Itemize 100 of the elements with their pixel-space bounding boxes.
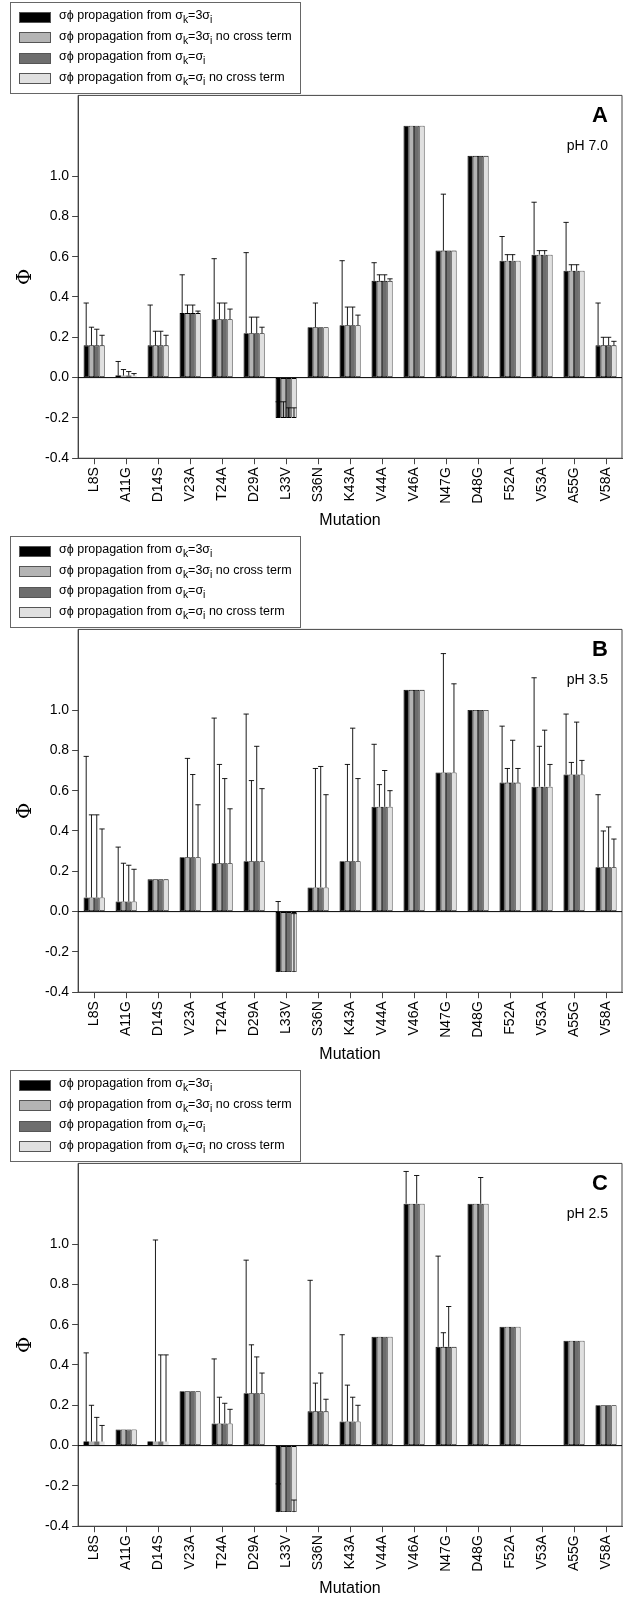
x-tick-label: D48G [468, 467, 485, 504]
x-tick-label: L8S [84, 467, 101, 493]
x-tick-label: T24A [212, 1534, 229, 1569]
y-tick-label: 0.6 [49, 247, 70, 264]
y-tick-label: 1.0 [49, 700, 70, 717]
x-tick-label: A55G [564, 467, 581, 504]
y-tick-label: -0.4 [45, 449, 70, 466]
x-tick-label: V58A [596, 1534, 613, 1570]
y-tick-label: 0.0 [49, 902, 70, 919]
y-tick-label: -0.4 [45, 983, 70, 1000]
legend-label: σϕ propagation from σ$_{k}$=3σ$_{i}$ no cross term [59, 561, 292, 581]
x-tick-label: T24A [212, 1000, 229, 1035]
x-tick-label: A55G [564, 1001, 581, 1038]
y-tick-label: 0.4 [49, 1355, 70, 1372]
x-tick-label: V46A [404, 1534, 421, 1570]
y-axis-title: Φ [12, 1336, 37, 1354]
legend-label: σϕ propagation from σ$_{k}$=σ$_{i}$ [59, 1116, 206, 1136]
y-tick-label: 0.6 [49, 781, 70, 798]
y-tick-label: 0.4 [49, 821, 70, 838]
x-tick-label: A55G [564, 1535, 581, 1572]
x-tick-label: L8S [84, 1001, 101, 1027]
annotation: pH 3.5 [566, 671, 609, 688]
x-tick-label: V44A [372, 1534, 389, 1570]
annotation: A [592, 102, 609, 128]
x-tick-label: D29A [244, 466, 261, 503]
annotation: B [592, 636, 608, 662]
y-tick-label: 0.0 [49, 368, 70, 385]
y-tick-label: -0.2 [45, 1476, 70, 1493]
x-tick-label: L33V [276, 1534, 293, 1568]
x-tick-label: V53A [532, 466, 549, 502]
x-tick-label: V58A [596, 466, 613, 502]
x-tick-label: V46A [404, 1000, 421, 1036]
annotation: pH 7.0 [566, 137, 609, 154]
x-tick-label: F52A [500, 466, 517, 501]
annotation: C [592, 1170, 609, 1196]
x-tick-label: T24A [212, 466, 229, 501]
x-tick-label: V53A [532, 1000, 549, 1036]
y-tick-label: 0.8 [49, 741, 70, 758]
x-tick-label: N47G [436, 1535, 453, 1572]
x-tick-label: K43A [340, 1000, 357, 1036]
y-tick-label: -0.2 [45, 408, 70, 425]
x-tick-label: V23A [180, 1000, 197, 1036]
legend-label: σϕ propagation from σ$_{k}$=3σ$_{i}$ no cross term [59, 27, 292, 47]
y-tick-label: 0.8 [49, 207, 70, 224]
y-tick-label: 1.0 [49, 166, 70, 183]
x-tick-label: S36N [308, 1535, 325, 1571]
annotation: pH 2.5 [566, 1205, 609, 1222]
x-tick-label: A11G [116, 467, 133, 502]
x-tick-label: D14S [148, 1535, 165, 1571]
x-tick-label: N47G [436, 467, 453, 504]
x-tick-label: D48G [468, 1001, 485, 1038]
x-tick-label: S36N [308, 1001, 325, 1037]
x-tick-label: V23A [180, 466, 197, 502]
y-tick-label: 0.0 [49, 1436, 70, 1453]
x-tick-label: D29A [244, 1000, 261, 1037]
legend-label: σϕ propagation from σ$_{k}$=3σ$_{i}$ [59, 541, 213, 561]
legend-label: σϕ propagation from σ$_{k}$=σ$_{i}$ [59, 48, 206, 68]
y-tick-label: 1.0 [49, 1234, 70, 1251]
legend-label: σϕ propagation from σ$_{k}$=σ$_{i}$ no cross term [59, 68, 285, 88]
x-tick-label: A11G [116, 1001, 133, 1036]
y-tick-label: 0.4 [49, 287, 70, 304]
legend-label: σϕ propagation from σ$_{k}$=σ$_{i}$ no cross term [59, 1136, 285, 1156]
x-tick-label: V44A [372, 1000, 389, 1036]
x-axis-title: Mutation [319, 1578, 381, 1596]
bar [163, 1441, 169, 1446]
x-tick-label: N47G [436, 1001, 453, 1038]
x-tick-label: A11G [116, 1535, 133, 1570]
x-tick-label: V44A [372, 466, 389, 502]
x-tick-label: D48G [468, 1535, 485, 1572]
x-tick-label: D14S [148, 1001, 165, 1037]
legend-label: σϕ propagation from σ$_{k}$=σ$_{i}$ no cross term [59, 602, 285, 622]
legend-label: σϕ propagation from σ$_{k}$=3σ$_{i}$ [59, 1075, 213, 1095]
x-tick-label: V23A [180, 1534, 197, 1570]
x-axis-title: Mutation [319, 1044, 381, 1062]
y-tick-label: 0.6 [49, 1315, 70, 1332]
y-tick-label: 0.2 [49, 328, 70, 345]
y-axis-title: Φ [12, 802, 37, 820]
legend-label: σϕ propagation from σ$_{k}$=3σ$_{i}$ no cross term [59, 1095, 292, 1115]
y-tick-label: -0.4 [45, 1517, 70, 1534]
x-tick-label: V53A [532, 1534, 549, 1570]
y-tick-label: 0.2 [49, 1396, 70, 1413]
x-tick-label: K43A [340, 466, 357, 502]
x-tick-label: L8S [84, 1535, 101, 1561]
x-tick-label: V58A [596, 1000, 613, 1036]
legend-label: σϕ propagation from σ$_{k}$=σ$_{i}$ [59, 582, 206, 602]
x-tick-label: D14S [148, 467, 165, 503]
x-tick-label: F52A [500, 1534, 517, 1569]
x-tick-label: F52A [500, 1000, 517, 1035]
x-tick-label: V46A [404, 466, 421, 502]
bar [99, 1441, 105, 1446]
x-tick-label: L33V [276, 466, 293, 500]
x-tick-label: S36N [308, 467, 325, 503]
x-axis-title: Mutation [319, 510, 381, 528]
x-tick-label: D29A [244, 1534, 261, 1571]
y-tick-label: -0.2 [45, 942, 70, 959]
y-axis-title: Φ [12, 268, 37, 286]
y-tick-label: 0.2 [49, 862, 70, 879]
legend-label: σϕ propagation from σ$_{k}$=3σ$_{i}$ [59, 7, 213, 27]
x-tick-label: L33V [276, 1000, 293, 1034]
x-tick-label: K43A [340, 1534, 357, 1570]
